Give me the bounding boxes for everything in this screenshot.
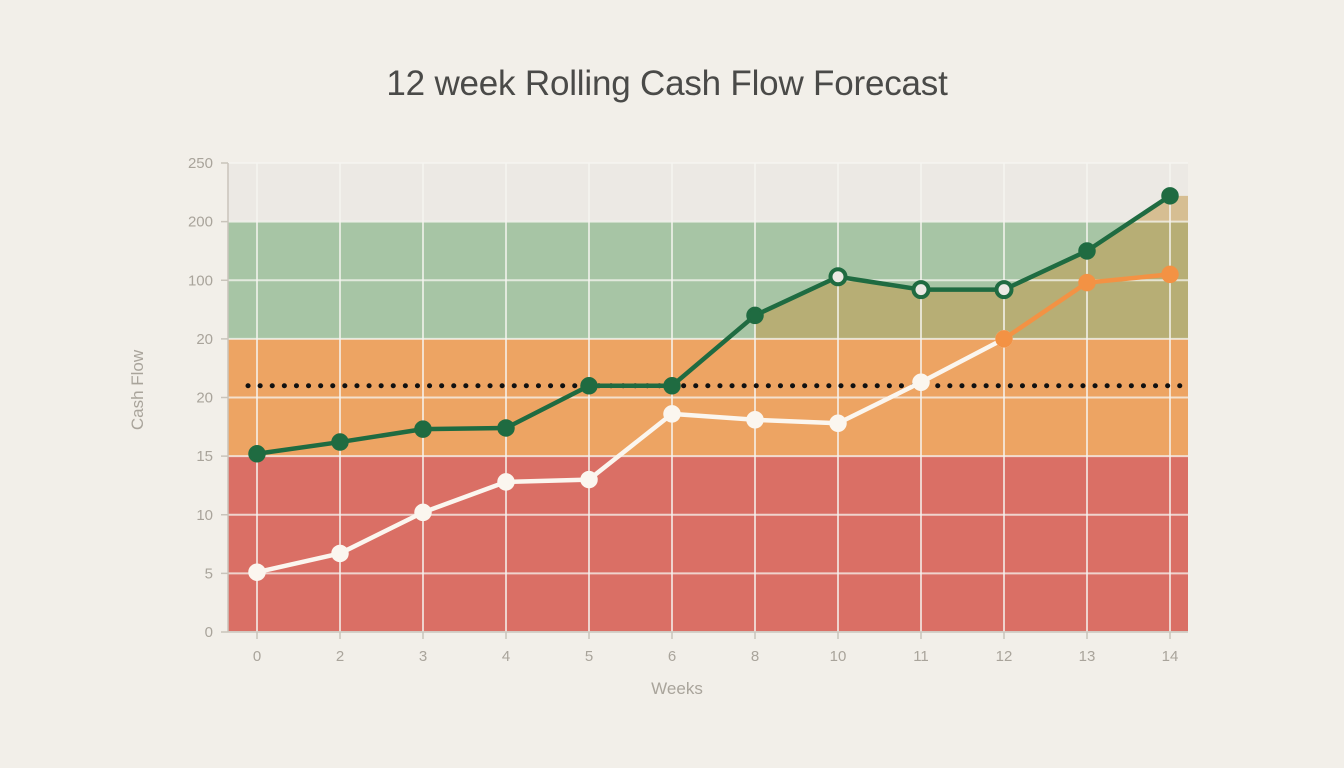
data-point-base-case-forecast (497, 419, 515, 437)
x-tick-label: 11 (913, 648, 929, 665)
x-tick-label: 13 (1079, 648, 1096, 665)
y-axis-tick-labels: 0 5 10 15 20 20 100 200 250 (188, 155, 228, 641)
x-tick-label: 14 (1162, 648, 1179, 665)
data-point-downside-case-forecast (829, 414, 847, 433)
data-point-downside-case-forecast (912, 373, 930, 392)
data-point-base-case-forecast (1078, 242, 1096, 260)
y-tick-label: 100 (188, 272, 213, 289)
x-tick-label: 3 (419, 648, 427, 665)
y-tick-label: 200 (188, 214, 213, 231)
series-line-base-case-forecast (254, 193, 1173, 457)
forecast-confidence-region (755, 195, 1188, 339)
x-tick-label: 4 (502, 648, 510, 665)
x-tick-label: 6 (668, 648, 676, 665)
data-point-downside-case-forecast (663, 405, 681, 423)
data-point-base-case-forecast (580, 377, 598, 395)
data-point-base-case-forecast (331, 433, 349, 451)
data-point-base-case-forecast (828, 267, 848, 287)
data-point-base-case-forecast (911, 280, 931, 300)
data-point-base-case-forecast (248, 445, 266, 463)
y-tick-label: 10 (196, 507, 213, 524)
data-point-base-case-forecast (746, 306, 764, 325)
data-point-downside-case-forecast (414, 503, 432, 522)
series-line-downside-case-forecast (254, 336, 1007, 575)
chart-title: 12 week Rolling Cash Flow Forecast (386, 64, 948, 103)
data-point-downside-case-forecast (331, 544, 349, 563)
y-tick-label: 0 (205, 624, 213, 641)
data-point-upside-case-forecast (1161, 265, 1179, 284)
y-tick-label: 20 (196, 390, 213, 407)
y-tick-label: 250 (188, 155, 213, 172)
data-point-downside-case-forecast (746, 411, 764, 429)
y-tick-label: 15 (196, 448, 213, 465)
data-point-upside-case-forecast (995, 330, 1013, 348)
critical-zone (228, 456, 1188, 632)
x-tick-label: 2 (336, 648, 344, 665)
x-tick-label: 5 (585, 648, 593, 665)
data-series (248, 187, 1179, 581)
data-point-downside-case-forecast (248, 563, 266, 581)
y-tick-label: 5 (205, 565, 213, 582)
x-tick-label: 0 (253, 648, 261, 665)
data-point-downside-case-forecast (497, 473, 515, 491)
data-point-upside-case-forecast (1078, 273, 1096, 292)
data-point-base-case-forecast (994, 280, 1014, 300)
x-axis-label: Weeks (651, 679, 703, 698)
data-point-base-case-forecast (663, 377, 681, 395)
data-point-base-case-forecast (1161, 187, 1179, 205)
data-point-downside-case-forecast (580, 470, 598, 489)
x-tick-label: 8 (751, 648, 759, 665)
forecast-confidence-region (755, 195, 1188, 339)
x-tick-label: 12 (996, 648, 1013, 665)
y-axis-label: Cash Flow (128, 349, 147, 430)
x-axis-tick-labels: 0 2 3 4 5 6 8 10 11 12 13 14 (253, 632, 1179, 665)
y-tick-label: 20 (196, 331, 213, 348)
x-tick-label: 10 (830, 648, 847, 665)
data-point-base-case-forecast (414, 420, 432, 438)
